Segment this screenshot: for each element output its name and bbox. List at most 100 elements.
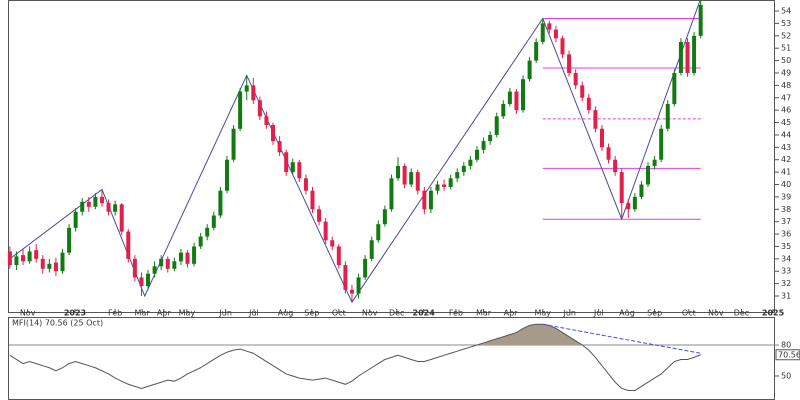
candle-body	[21, 255, 26, 262]
x-tick-label: Apr	[157, 309, 172, 318]
candle-body	[442, 184, 447, 187]
candle-body	[192, 246, 197, 264]
candle-body	[672, 72, 677, 104]
x-tick-label: Dec	[389, 309, 404, 318]
candle-body	[106, 203, 111, 212]
price-panel	[8, 0, 775, 313]
candle-body	[172, 261, 177, 269]
candle-body	[198, 236, 203, 247]
candle-body	[244, 85, 249, 92]
candle-body	[369, 240, 374, 259]
mfi-line	[9, 323, 701, 391]
candle-body	[692, 35, 697, 73]
last-value-label: 70.56	[778, 350, 800, 359]
candle-body	[599, 128, 604, 148]
x-tick-label: Oct	[682, 309, 696, 318]
candle-body	[639, 184, 644, 197]
candle-body	[14, 256, 19, 266]
candle-body	[73, 211, 78, 228]
candle-body	[507, 91, 512, 104]
candle-body	[119, 204, 124, 232]
candle-body	[422, 190, 427, 210]
x-tick-label: 2025	[762, 309, 785, 318]
y-tick-label: 41	[781, 168, 791, 177]
candle-body	[481, 141, 486, 150]
x-tick-label: Oct	[332, 309, 346, 318]
x-tick-label: Sep	[647, 309, 662, 318]
candle-body	[468, 159, 473, 166]
y-tick-label: 34	[781, 254, 791, 263]
candle-body	[586, 97, 591, 111]
candle-body	[363, 258, 368, 278]
candle-body	[540, 23, 545, 43]
candle-body	[40, 258, 45, 269]
candle-body	[27, 251, 32, 262]
x-tick-label: Jun	[562, 309, 576, 318]
candle-body	[231, 128, 236, 160]
x-tick-label: May	[534, 309, 551, 318]
y-tick-label: 49	[781, 68, 791, 77]
x-tick-label: Aug	[278, 309, 294, 318]
candle-body	[646, 165, 651, 185]
candle-body	[165, 258, 170, 269]
y-tick-label: 45	[781, 118, 791, 127]
candle-body	[67, 227, 72, 253]
x-tick-label: Jul	[248, 309, 259, 318]
candle-body	[126, 231, 131, 259]
candle-body	[514, 91, 519, 111]
x-tick-label: Dec	[734, 309, 749, 318]
y-tick-label: 31	[781, 292, 791, 301]
candle-body	[257, 100, 262, 117]
candle-body	[547, 23, 552, 30]
y-tick-label: 51	[781, 44, 791, 53]
candle-body	[435, 184, 440, 191]
candle-body	[428, 190, 433, 210]
candle-body	[178, 252, 183, 262]
candle-body	[573, 72, 578, 86]
trend-line	[542, 323, 701, 354]
candle-body	[659, 128, 664, 160]
candle-body	[224, 159, 229, 191]
candle-body	[330, 240, 335, 247]
candle-body	[461, 165, 466, 173]
candle-body	[303, 178, 308, 191]
x-tick-label: Nov	[362, 309, 378, 318]
candle-body	[356, 277, 361, 294]
y-tick-label: 52	[781, 31, 791, 40]
candle-body	[323, 221, 328, 241]
candle-body	[271, 125, 276, 142]
candle-body	[264, 116, 269, 126]
candle-body	[396, 165, 401, 179]
x-tick-label: Feb	[449, 309, 463, 318]
candle-body	[402, 165, 407, 185]
y-tick-label: 32	[781, 279, 791, 288]
x-tick-label: Feb	[108, 309, 122, 318]
x-tick-label: Mar	[135, 309, 151, 318]
y-tick-label: 40	[781, 180, 791, 189]
candle-body	[99, 196, 104, 204]
x-tick-label: May	[179, 309, 196, 318]
candle-body	[132, 258, 137, 278]
candle-body	[382, 209, 387, 225]
candle-body	[652, 159, 657, 166]
y-tick-label: 33	[781, 267, 791, 276]
candle-body	[7, 251, 12, 266]
candle-body	[60, 252, 65, 272]
y-tick-label: 50	[781, 56, 791, 65]
x-tick-label: Nov	[708, 309, 724, 318]
y-tick-label: 46	[781, 106, 791, 115]
y-tick-label: 47	[781, 93, 791, 102]
candle-body	[632, 196, 637, 210]
candle-body	[47, 263, 52, 269]
x-tick-label: Apr	[504, 309, 519, 318]
candle-body	[185, 252, 190, 264]
candle-body	[494, 116, 499, 135]
candle-body	[211, 215, 216, 228]
candle-body	[146, 273, 151, 287]
x-tick-label: Jun	[218, 309, 232, 318]
candle-body	[336, 246, 341, 266]
candle-body	[560, 38, 565, 55]
candle-body	[86, 201, 91, 207]
candle-body	[349, 289, 354, 294]
